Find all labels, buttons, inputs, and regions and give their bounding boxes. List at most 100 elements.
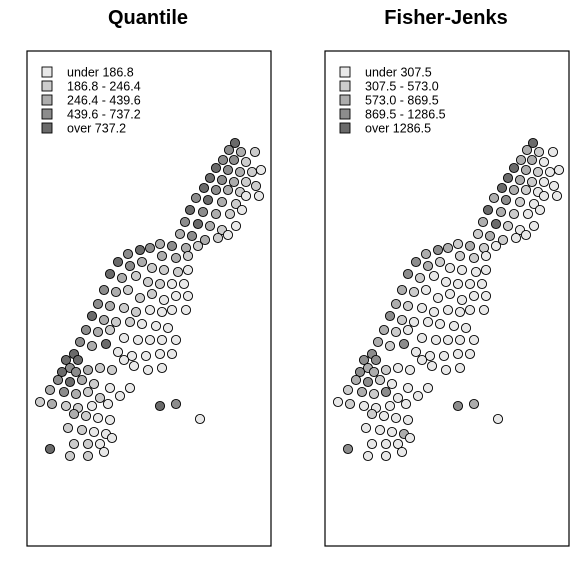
data-point — [122, 284, 134, 296]
data-point — [416, 302, 428, 314]
data-point — [520, 164, 532, 176]
data-point — [527, 137, 539, 149]
legend-swatch — [339, 108, 351, 120]
data-point — [86, 340, 98, 352]
data-point — [170, 398, 182, 410]
data-point — [468, 290, 480, 302]
data-point — [544, 166, 556, 178]
data-point — [402, 268, 414, 280]
legend-label: 186.8 - 246.4 — [67, 80, 141, 94]
data-point — [130, 306, 142, 318]
data-point — [404, 432, 416, 444]
data-point — [146, 288, 158, 300]
data-point — [538, 190, 550, 202]
data-point — [180, 304, 192, 316]
data-point — [428, 270, 440, 282]
data-point — [426, 360, 438, 372]
legend-swatch — [339, 66, 351, 78]
data-point — [156, 362, 168, 374]
data-point — [88, 378, 100, 390]
data-point — [420, 248, 432, 260]
data-point — [434, 318, 446, 330]
data-point — [128, 360, 140, 372]
data-point — [222, 184, 234, 196]
data-point — [412, 390, 424, 402]
data-point — [184, 204, 196, 216]
data-point — [452, 400, 464, 412]
data-point — [98, 446, 110, 458]
data-point — [76, 374, 88, 386]
data-point — [534, 204, 546, 216]
data-point — [210, 184, 222, 196]
legend-swatch — [41, 122, 53, 134]
data-point — [56, 366, 68, 378]
data-point — [198, 182, 210, 194]
data-point — [508, 208, 520, 220]
data-point — [255, 164, 267, 176]
data-point — [380, 364, 392, 376]
data-point — [410, 346, 422, 358]
data-point — [106, 432, 118, 444]
data-point — [156, 334, 168, 346]
data-point — [236, 204, 248, 216]
data-point — [456, 294, 468, 306]
data-point — [482, 204, 494, 216]
data-point — [182, 250, 194, 262]
data-point — [192, 240, 204, 252]
data-point — [86, 310, 98, 322]
data-point — [212, 232, 224, 244]
data-point — [68, 438, 80, 450]
data-point — [520, 184, 532, 196]
data-point — [158, 294, 170, 306]
data-point — [547, 146, 559, 158]
data-point — [170, 252, 182, 264]
data-point — [106, 364, 118, 376]
data-point — [390, 412, 402, 424]
legend-label: 439.6 - 737.2 — [67, 108, 141, 122]
data-point — [368, 366, 380, 378]
data-point — [470, 266, 482, 278]
data-point — [490, 240, 502, 252]
data-point — [478, 304, 490, 316]
data-point — [528, 220, 540, 232]
data-point — [166, 240, 178, 252]
data-point — [146, 262, 158, 274]
data-point — [538, 176, 550, 188]
data-point — [396, 314, 408, 326]
data-point — [70, 388, 82, 400]
data-point — [130, 270, 142, 282]
data-point — [94, 362, 106, 374]
data-point — [384, 340, 396, 352]
data-point — [428, 306, 440, 318]
data-point — [222, 164, 234, 176]
data-point — [156, 250, 168, 262]
data-point — [240, 176, 252, 188]
data-point — [472, 228, 484, 240]
legend-swatch — [41, 80, 53, 92]
data-point — [192, 218, 204, 230]
data-point — [82, 364, 94, 376]
legend-swatch — [41, 94, 53, 106]
data-point — [344, 398, 356, 410]
data-point — [154, 278, 166, 290]
data-point — [464, 278, 476, 290]
data-point — [82, 386, 94, 398]
data-point — [526, 154, 538, 166]
data-point — [390, 326, 402, 338]
legend-swatch — [339, 80, 351, 92]
data-point — [366, 408, 378, 420]
data-point — [235, 146, 247, 158]
panel-title: Quantile — [108, 7, 188, 29]
data-point — [464, 240, 476, 252]
data-point — [204, 220, 216, 232]
data-point — [60, 400, 72, 412]
data-point — [484, 230, 496, 242]
data-point — [240, 190, 252, 202]
legend-label: 573.0 - 869.5 — [365, 94, 439, 108]
data-point — [179, 216, 191, 228]
data-point — [422, 382, 434, 394]
data-point — [104, 300, 116, 312]
data-point — [358, 354, 370, 366]
data-point — [98, 284, 110, 296]
data-point — [521, 144, 533, 156]
